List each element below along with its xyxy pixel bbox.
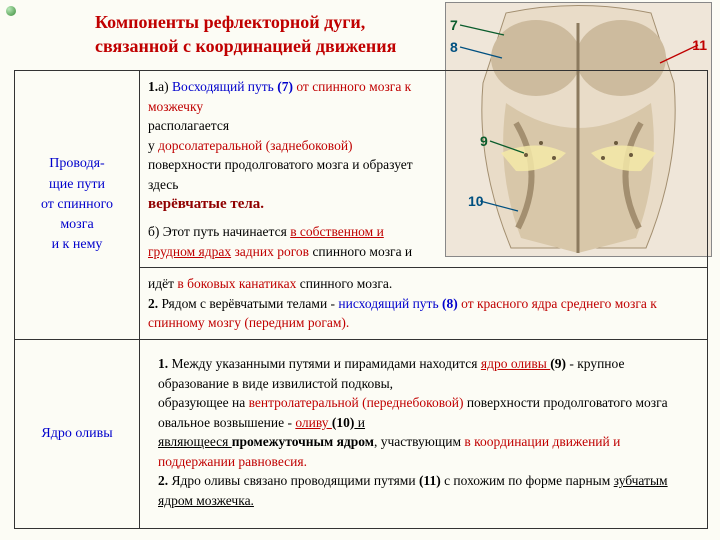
r1-b-red2: задних рогов — [231, 244, 309, 259]
r1-body1: располагается — [148, 118, 229, 133]
pathways-label-l1: Проводя- — [49, 156, 104, 171]
r2-t1: Между указанными путями и пирамидами нах… — [168, 356, 481, 371]
r1-a: а) — [158, 79, 172, 94]
row-olive: Ядро оливы 1. Между указанными путями и … — [15, 339, 708, 529]
r2-n1: 1. — [158, 356, 168, 371]
pathways-label-l4: мозга — [60, 217, 93, 232]
r2-t5m: , участвующим — [374, 434, 464, 449]
r1b-blue: нисходящий путь — [338, 296, 442, 311]
r1-b7: (7) — [277, 79, 293, 94]
r1b-prefix: идёт — [148, 276, 177, 291]
pathways-label-l2: щие пути — [49, 177, 105, 192]
r2-red2: вентролатеральной (переднебоковой) — [249, 395, 464, 410]
figure-label-11: 11 — [692, 37, 707, 53]
figure-label-7: 7 — [450, 17, 458, 33]
r1b-n2: 2. — [148, 296, 158, 311]
cell-olive-text: 1. Между указанными путями и пирамидами … — [140, 339, 708, 529]
r2-t4b: и — [354, 415, 365, 430]
r1-body3: поверхности продолговатого мозга и образ… — [148, 157, 413, 192]
r2-n2: 2. — [158, 473, 168, 488]
r1-b-marker: б) — [148, 224, 159, 239]
r1b-body2: Рядом с верёвчатыми телами - — [158, 296, 338, 311]
r1-num1: 1. — [148, 79, 158, 94]
r1b-body: спинного мозга. — [296, 276, 392, 291]
r1b-b8: (8) — [442, 296, 458, 311]
r2-t7: с похожим по форме парным — [441, 473, 614, 488]
cell-olive-label: Ядро оливы — [15, 339, 140, 529]
r2-b10: (10) — [332, 415, 355, 430]
r2-redu1: ядро оливы — [481, 356, 550, 371]
r2-redu2: оливу — [295, 415, 332, 430]
cell-pathways-label: Проводя- щие пути от спинного мозга и к … — [15, 71, 140, 340]
r1-body2: у — [148, 138, 158, 153]
r2-b11: (11) — [419, 473, 441, 488]
r2-t5pre: являющееся — [158, 434, 232, 449]
cell-pathways-text-b: идёт в боковых канатиках спинного мозга.… — [140, 268, 708, 340]
r2-t5b: промежуточным ядром — [232, 434, 374, 449]
r1-red2: дорсолатеральной (заднебоковой) — [158, 138, 352, 153]
page-title: Компоненты рефлекторной дуги, связанной … — [95, 10, 415, 59]
r1-blue1: Восходящий путь — [172, 79, 277, 94]
r1b-red: в боковых канатиках — [177, 276, 296, 291]
figure-label-8: 8 — [450, 39, 458, 55]
olive-label: Ядро оливы — [41, 426, 112, 441]
r2-t6: Ядро оливы связано проводящими путями — [168, 473, 419, 488]
pathways-label-l3: от спинного — [41, 197, 113, 212]
cell-pathways-text-a: 1.а) Восходящий путь (7) от спинного моз… — [140, 71, 708, 268]
r2-b9: (9) — [550, 356, 566, 371]
title-line1: Компоненты рефлекторной дуги, — [95, 12, 365, 32]
content-table: Проводя- щие пути от спинного мозга и к … — [14, 70, 708, 529]
r1-rope-bodies: верёвчатые тела. — [148, 196, 264, 212]
row-pathways-a: Проводя- щие пути от спинного мозга и к … — [15, 71, 708, 268]
title-line2: связанной с координацией движения — [95, 36, 396, 56]
pathways-label-l5: и к нему — [52, 237, 103, 252]
corner-dot — [6, 6, 16, 16]
r1-b-body2: спинного мозга и — [309, 244, 412, 259]
r2-t3: образующее на — [158, 395, 249, 410]
r1-b-body: Этот путь начинается — [159, 224, 290, 239]
